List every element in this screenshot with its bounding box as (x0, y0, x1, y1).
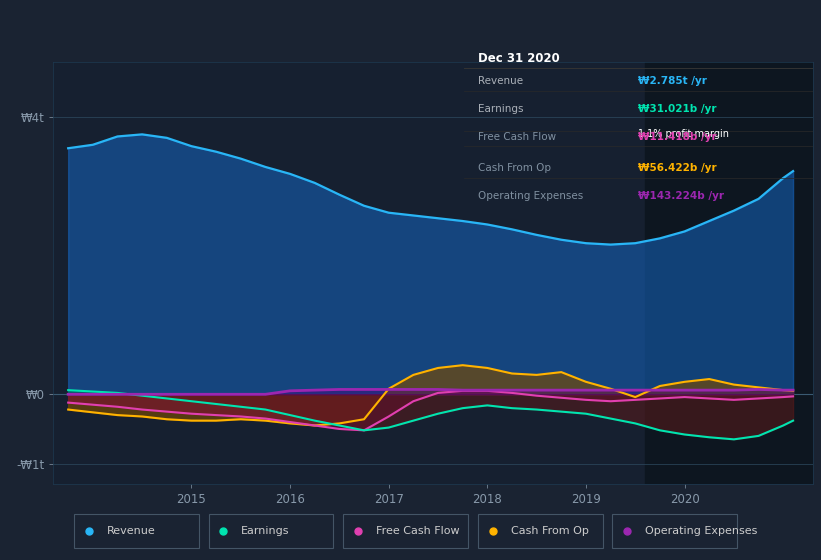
Text: Revenue: Revenue (107, 526, 155, 536)
Text: Revenue: Revenue (478, 76, 523, 86)
Text: Operating Expenses: Operating Expenses (645, 526, 758, 536)
Text: ₩31.021b /yr: ₩31.021b /yr (639, 104, 717, 114)
Text: Cash From Op: Cash From Op (478, 163, 551, 173)
Text: 1.1% profit margin: 1.1% profit margin (639, 129, 729, 139)
Text: Free Cash Flow: Free Cash Flow (376, 526, 460, 536)
Text: Earnings: Earnings (241, 526, 290, 536)
Text: ₩11.418b /yr: ₩11.418b /yr (639, 132, 717, 142)
Text: Earnings: Earnings (478, 104, 523, 114)
Text: Cash From Op: Cash From Op (511, 526, 589, 536)
Text: Operating Expenses: Operating Expenses (478, 191, 583, 200)
Bar (645, 62, 813, 484)
Text: Free Cash Flow: Free Cash Flow (478, 132, 556, 142)
Text: ₩143.224b /yr: ₩143.224b /yr (639, 191, 724, 200)
Text: ₩2.785t /yr: ₩2.785t /yr (639, 76, 707, 86)
Text: ₩56.422b /yr: ₩56.422b /yr (639, 163, 717, 173)
Text: Dec 31 2020: Dec 31 2020 (478, 52, 560, 65)
